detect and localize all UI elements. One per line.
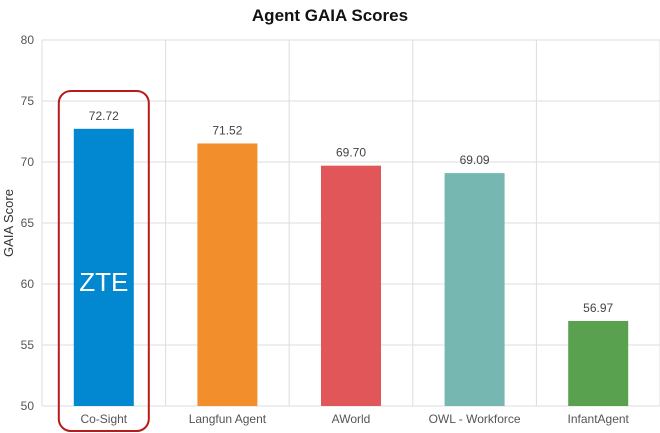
y-tick-label: 65 — [21, 216, 35, 230]
data-label: 56.97 — [583, 301, 613, 315]
data-label: 69.09 — [460, 153, 490, 167]
x-tick-label: AWorld — [332, 412, 371, 426]
x-tick-label: InfantAgent — [568, 412, 630, 426]
x-tick-label: Co-Sight — [80, 412, 127, 426]
data-label: 71.52 — [212, 123, 242, 137]
data-label: 72.72 — [89, 109, 119, 123]
zte-logo: ZTE — [79, 267, 128, 297]
data-label: 69.70 — [336, 146, 366, 160]
bar — [444, 173, 505, 406]
highlight-box — [57, 90, 150, 432]
y-tick-label: 80 — [21, 33, 35, 47]
y-tick-label: 55 — [21, 338, 35, 352]
y-tick-label: 75 — [21, 94, 35, 108]
x-tick-label: OWL - Workforce — [429, 412, 521, 426]
bar — [568, 320, 629, 406]
y-tick-label: 50 — [21, 399, 35, 413]
y-tick-label: 70 — [21, 155, 35, 169]
bar — [321, 165, 381, 406]
y-tick-label: 60 — [21, 277, 35, 291]
y-axis-label: GAIA Score — [1, 189, 16, 257]
bar — [73, 128, 134, 407]
x-tick-label: Langfun Agent — [189, 412, 267, 426]
chart-title: Agent GAIA Scores — [251, 6, 409, 25]
bar — [197, 143, 258, 406]
